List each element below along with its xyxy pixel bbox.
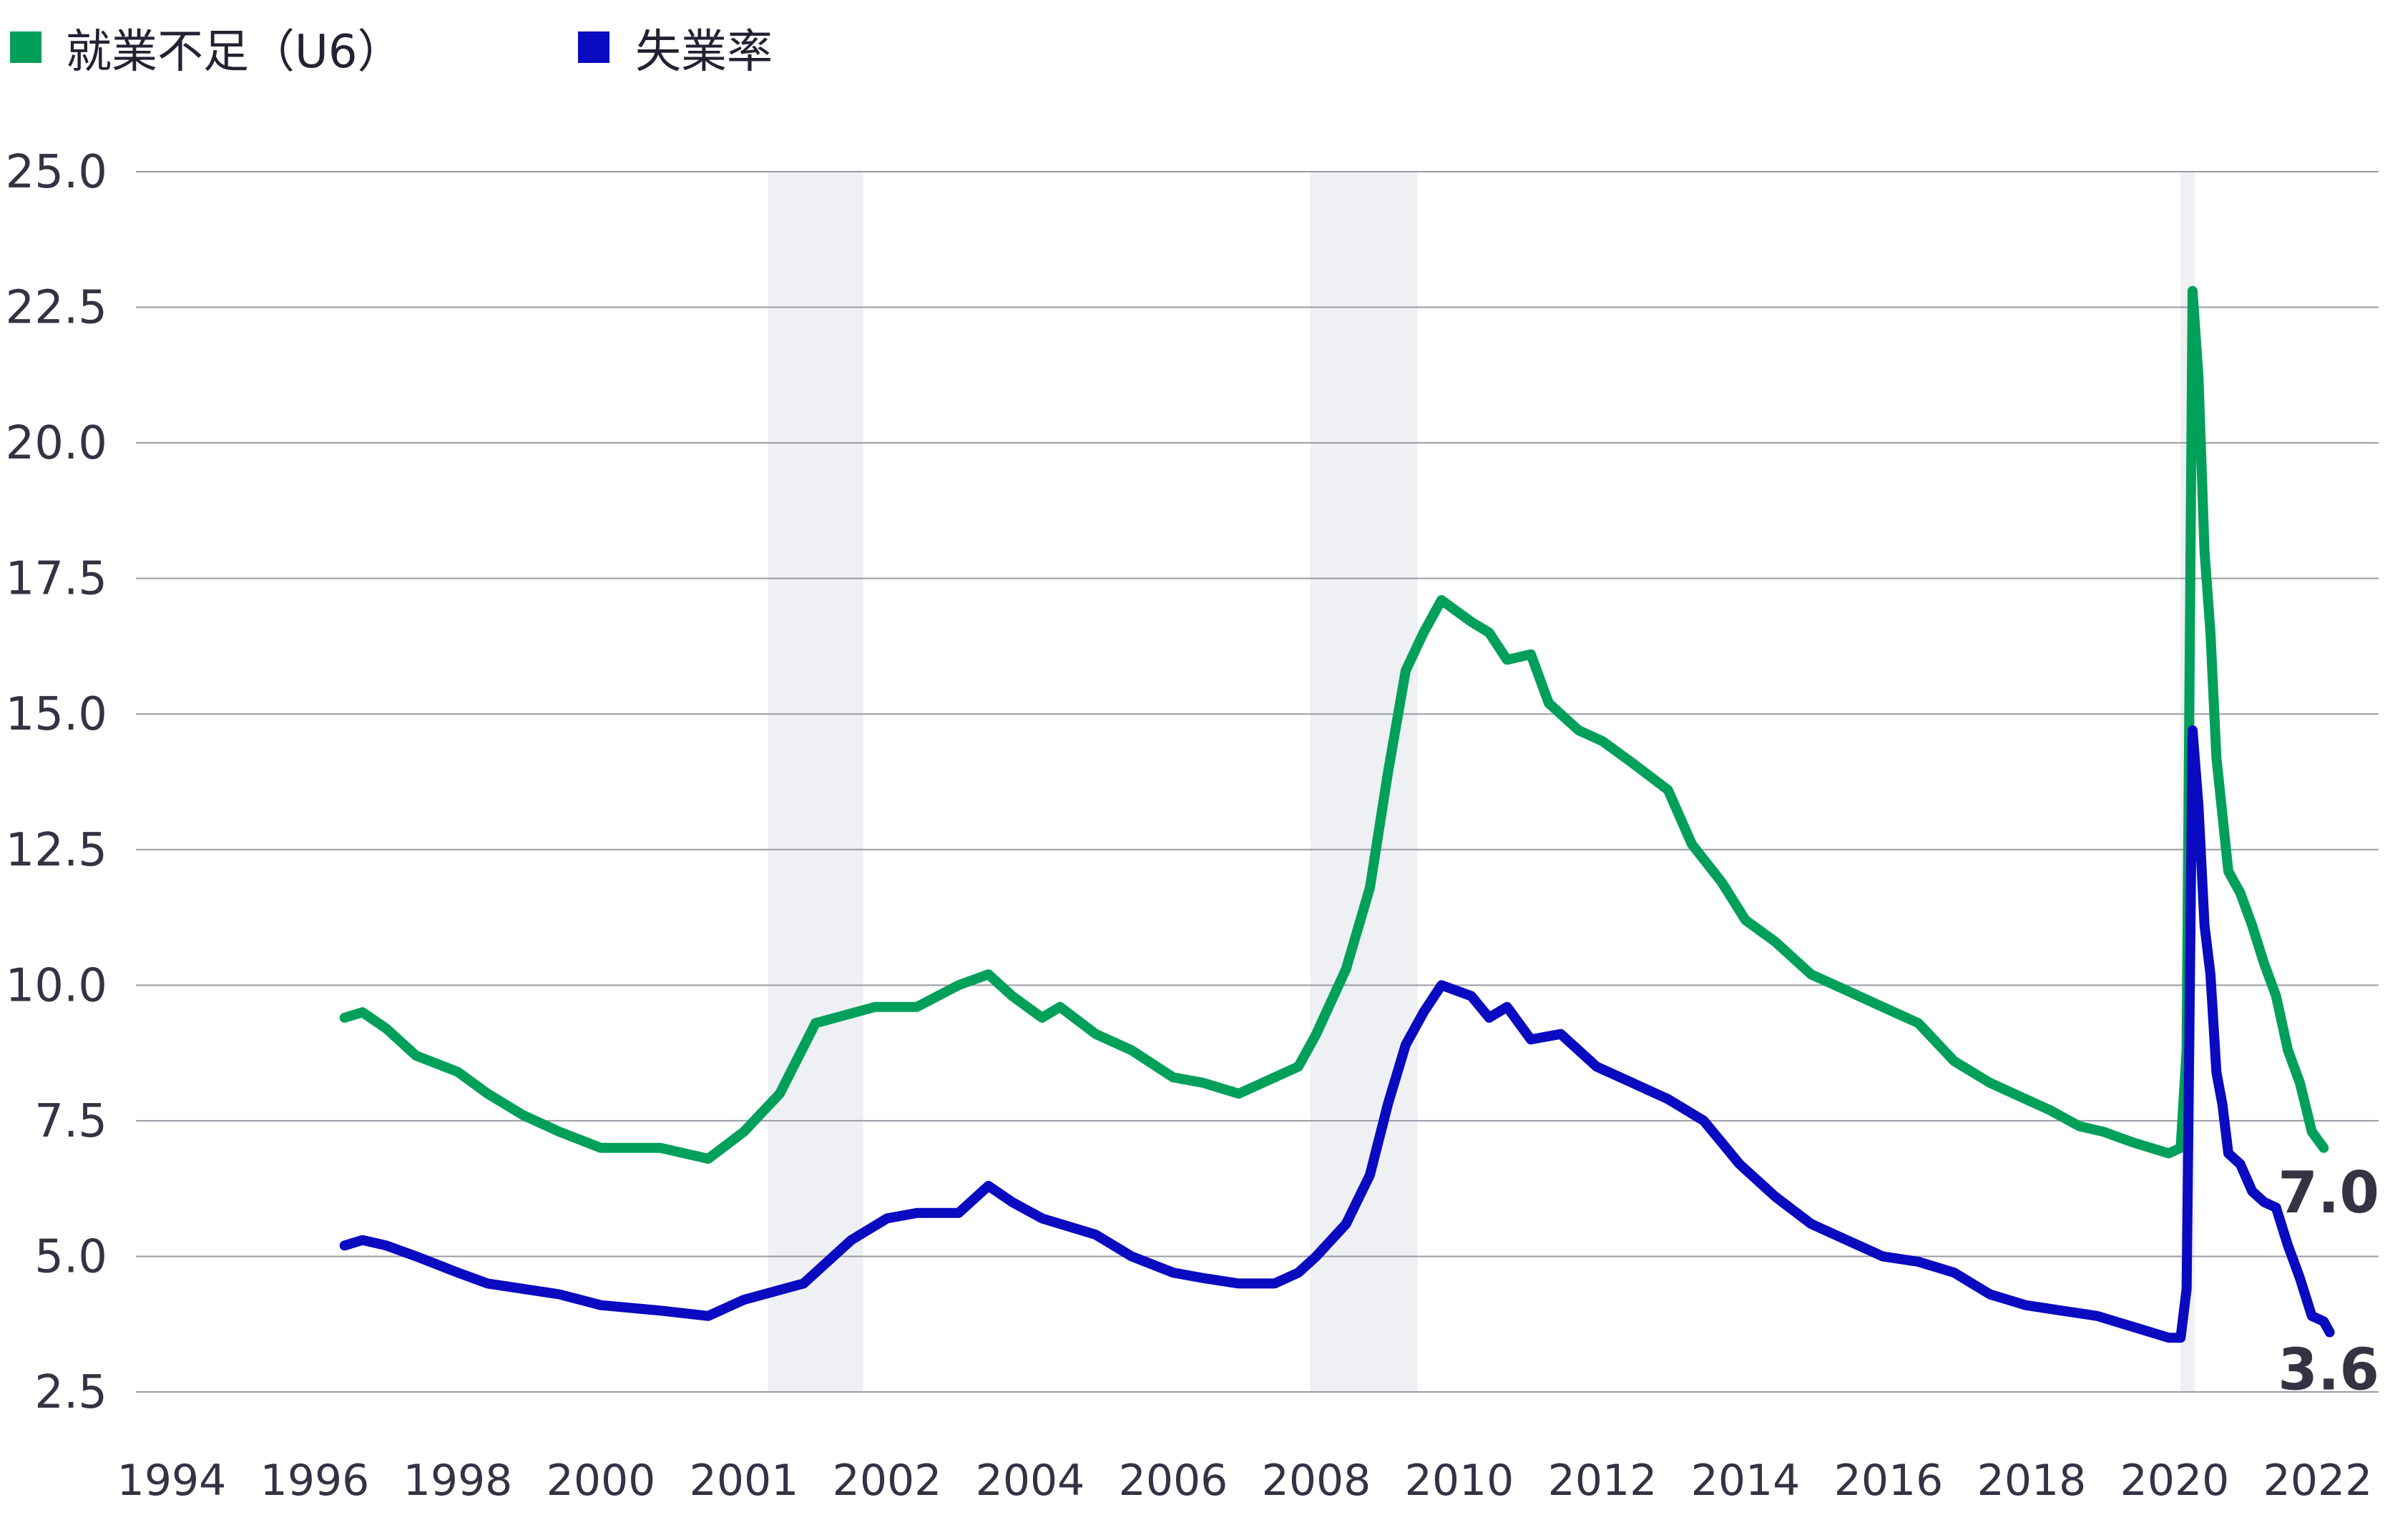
- x-axis-ticks: 1994 1996 1998 2000 2001 2002 2004 2006 2008 2010…: [117, 1456, 2373, 1506]
- end-label-0: 7.0: [2278, 1159, 2379, 1226]
- x-tick-label: 2014: [1691, 1456, 1801, 1506]
- end-label-1: 3.6: [2278, 1337, 2379, 1403]
- x-tick-label: 2016: [1834, 1456, 1944, 1506]
- legend-label-u6: 就業不足（U6）: [66, 26, 403, 79]
- y-axis-ticks: 2.5 5.0 7.5 10.0 12.5 15.0 17.5 20.0 22.5 25.0: [6, 146, 108, 1419]
- x-tick-label: 2022: [2263, 1456, 2373, 1506]
- gridlines: [136, 171, 2379, 1393]
- x-tick-label: 2000: [547, 1456, 656, 1506]
- legend: 就業不足（U6） 失業率: [10, 26, 773, 79]
- y-tick-label: 20.0: [6, 417, 108, 470]
- series-lines: [339, 285, 2335, 1343]
- x-tick-label: 2008: [1262, 1456, 1371, 1506]
- recession-shading: [768, 172, 2195, 1392]
- end-labels: 7.0 3.6: [2278, 1159, 2379, 1403]
- x-tick-label: 2001: [690, 1456, 799, 1506]
- recession-band-1: [1310, 172, 1418, 1392]
- recession-band-0: [768, 172, 863, 1392]
- x-tick-label: 2004: [976, 1456, 1085, 1506]
- y-tick-label: 12.5: [6, 824, 108, 877]
- x-tick-label: 2018: [1977, 1456, 2087, 1506]
- x-tick-label: 2002: [833, 1456, 942, 1506]
- x-tick-label: 1994: [117, 1456, 227, 1506]
- y-tick-label: 15.0: [6, 688, 108, 741]
- series-line-0: [339, 285, 2329, 1164]
- legend-swatch-unemployment: [578, 31, 609, 63]
- y-tick-label: 22.5: [6, 282, 108, 335]
- x-tick-label: 2010: [1405, 1456, 1514, 1506]
- x-tick-label: 2020: [2120, 1456, 2230, 1506]
- y-tick-label: 17.5: [6, 553, 108, 606]
- x-tick-label: 1996: [260, 1456, 370, 1506]
- series-line-1: [339, 725, 2335, 1343]
- y-tick-label: 7.5: [34, 1095, 107, 1148]
- x-tick-label: 1998: [403, 1456, 513, 1506]
- y-tick-label: 2.5: [34, 1366, 107, 1419]
- legend-swatch-u6: [10, 31, 41, 63]
- x-tick-label: 2006: [1119, 1456, 1228, 1506]
- y-tick-label: 10.0: [6, 959, 108, 1012]
- x-tick-label: 2012: [1548, 1456, 1657, 1506]
- y-tick-label: 5.0: [34, 1230, 107, 1283]
- y-tick-label: 25.0: [6, 146, 108, 199]
- legend-label-unemployment: 失業率: [635, 26, 773, 79]
